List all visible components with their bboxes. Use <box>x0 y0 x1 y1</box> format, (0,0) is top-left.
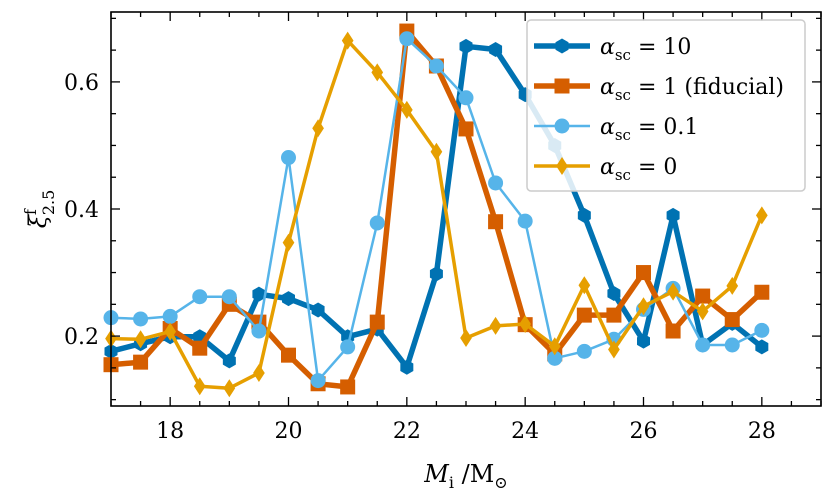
data-point <box>636 265 651 281</box>
legend-marker <box>556 157 568 175</box>
y-tick-label: 0.2 <box>64 325 99 350</box>
data-point <box>637 297 650 316</box>
data-point <box>253 363 265 382</box>
data-point <box>607 286 621 302</box>
x-tick-label: 26 <box>630 419 658 444</box>
data-point <box>340 379 356 395</box>
y-axis-label: ξf2.5 <box>21 190 58 229</box>
legend-label: αsc = 1 (fiducial) <box>600 75 784 104</box>
data-point <box>606 307 622 323</box>
data-point <box>460 329 472 348</box>
data-point <box>576 307 592 323</box>
legend-marker <box>554 78 570 94</box>
data-point <box>726 276 739 295</box>
data-point <box>428 58 444 74</box>
legend-item: αsc = 0 <box>534 155 677 184</box>
legend-marker <box>554 118 570 134</box>
data-point <box>340 339 356 355</box>
legend-label: αsc = 10 <box>600 35 691 64</box>
data-point <box>755 206 768 225</box>
x-tick-label: 20 <box>275 419 303 444</box>
legend-label: αsc = 0.1 <box>600 115 698 144</box>
data-point <box>192 340 208 356</box>
data-point <box>282 291 295 307</box>
data-point <box>369 215 385 231</box>
data-point <box>162 308 178 324</box>
data-point <box>310 373 326 389</box>
data-point <box>458 121 474 137</box>
data-point <box>371 63 384 82</box>
data-point <box>667 282 679 301</box>
legend: αsc = 10 αsc = 1 (fiducial) αsc = 0.1 αsc =… <box>526 19 806 192</box>
data-point <box>548 337 561 356</box>
data-point <box>252 286 266 302</box>
data-point <box>547 350 563 366</box>
data-point <box>459 38 473 54</box>
data-point <box>282 233 295 252</box>
data-point <box>696 302 709 321</box>
y-tick-labels: 0.2 0.4 0.6 <box>64 71 99 350</box>
data-point <box>577 207 591 223</box>
data-point <box>724 337 740 353</box>
data-point <box>578 276 591 295</box>
x-tick-label: 24 <box>511 419 539 444</box>
data-point <box>754 322 770 338</box>
data-point <box>133 311 149 327</box>
data-point <box>430 142 443 161</box>
data-point <box>399 31 415 47</box>
data-point <box>489 41 503 57</box>
y-tick-label: 0.4 <box>64 198 99 223</box>
legend-label: αsc = 0 <box>600 155 677 184</box>
legend-marker <box>555 38 569 54</box>
data-point <box>666 207 680 223</box>
legend-items: αsc = 10 αsc = 1 (fiducial) αsc = 0.1 αsc =… <box>534 35 784 184</box>
data-point <box>312 119 324 138</box>
data-point <box>281 150 296 166</box>
data-point <box>341 31 354 50</box>
x-tick-labels: 18 20 22 24 26 28 <box>156 419 776 444</box>
data-point <box>488 175 504 191</box>
legend-item: αsc = 10 <box>534 35 691 64</box>
data-point <box>400 100 413 119</box>
data-point <box>221 289 237 305</box>
data-point <box>665 323 681 339</box>
y-tick-label: 0.6 <box>64 71 99 96</box>
data-point <box>519 315 532 334</box>
data-point <box>608 340 620 359</box>
data-point <box>724 312 740 328</box>
data-point <box>281 347 296 363</box>
data-point <box>192 289 208 305</box>
data-point <box>133 354 149 370</box>
data-point <box>134 330 147 349</box>
x-tick-label: 28 <box>748 419 776 444</box>
data-point <box>695 288 711 304</box>
data-point <box>369 314 385 330</box>
x-tick-label: 22 <box>393 419 421 444</box>
data-point <box>223 379 236 398</box>
data-point <box>488 214 504 230</box>
data-point <box>637 333 650 349</box>
data-point <box>695 337 711 353</box>
data-point <box>400 359 414 375</box>
data-point <box>458 90 474 106</box>
data-point <box>311 302 325 318</box>
data-point <box>164 322 177 341</box>
data-point <box>429 266 443 282</box>
data-point <box>517 213 533 229</box>
data-point <box>222 353 236 369</box>
x-axis-label: Mi /M⊙ <box>423 460 507 492</box>
data-point <box>193 377 206 396</box>
x-tick-label: 18 <box>156 419 184 444</box>
data-point <box>489 316 502 335</box>
data-point <box>251 323 267 339</box>
legend-box <box>526 19 806 192</box>
data-point <box>576 343 592 359</box>
legend-item: αsc = 1 (fiducial) <box>534 75 784 104</box>
data-point <box>754 284 770 300</box>
legend-item: αsc = 0.1 <box>534 115 698 144</box>
data-point <box>755 339 769 355</box>
ticks-layer <box>110 12 822 406</box>
